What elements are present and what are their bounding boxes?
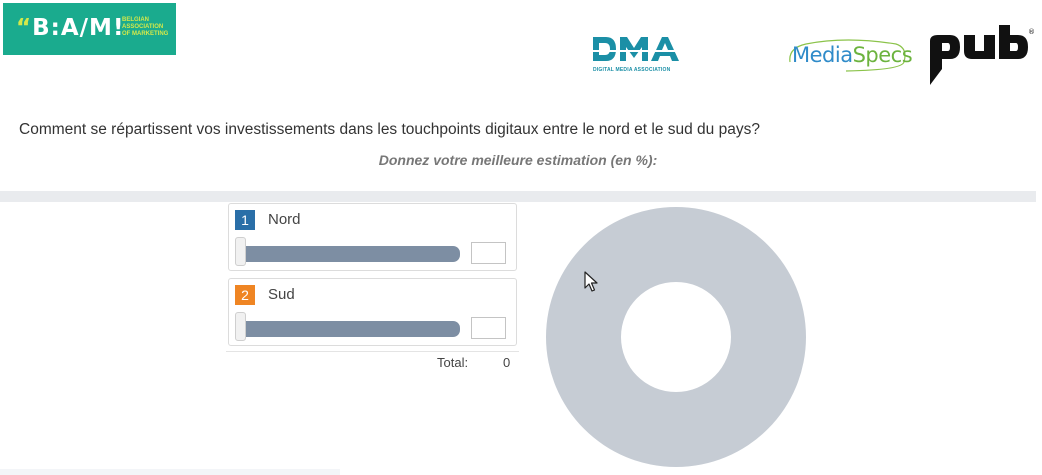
bam-logo-subtitle: BELGIAN ASSOCIATION OF MARKETING bbox=[122, 17, 169, 37]
question-instruction: Donnez votre meilleure estimation (en %)… bbox=[378, 152, 658, 168]
mediaspecs-logo: MediaSpecs bbox=[786, 38, 913, 74]
slider-handle[interactable] bbox=[235, 312, 246, 341]
slider-handle[interactable] bbox=[235, 237, 246, 266]
mediaspecs-swoosh bbox=[789, 39, 906, 72]
bam-logo-mark: “B:A/M! bbox=[16, 15, 125, 41]
slider-track[interactable] bbox=[238, 321, 460, 337]
mediaspecs-specs-text: Specs bbox=[852, 43, 913, 67]
sud-value-input[interactable] bbox=[471, 317, 506, 339]
bam-logo: “B:A/M! BELGIAN ASSOCIATION OF MARKETING bbox=[3, 3, 176, 55]
slider-card-sud: 2 Sud bbox=[228, 278, 517, 346]
dma-logo: DIGITAL MEDIA ASSOCIATION bbox=[590, 34, 680, 76]
pub-logo-registered: ® bbox=[1028, 28, 1035, 36]
slider-label: Sud bbox=[268, 286, 295, 303]
total-divider bbox=[226, 351, 519, 352]
slider-track[interactable] bbox=[238, 246, 460, 262]
pub-logo-mark: ® bbox=[930, 25, 1035, 85]
total-label: Total: bbox=[437, 355, 469, 370]
donut-empty-ring bbox=[546, 207, 806, 467]
pub-logo: ® bbox=[928, 25, 1036, 87]
slider-card-nord: 1 Nord bbox=[228, 203, 517, 271]
item-number-badge: 2 bbox=[235, 285, 255, 305]
section-divider bbox=[0, 191, 1042, 202]
dma-logo-mark bbox=[593, 37, 679, 61]
nord-value-input[interactable] bbox=[471, 242, 506, 264]
total-value: 0 bbox=[503, 355, 511, 370]
mediaspecs-media-text: Media bbox=[792, 43, 853, 67]
item-number-badge: 1 bbox=[235, 210, 255, 230]
slider-label: Nord bbox=[268, 211, 301, 228]
distribution-donut-chart bbox=[546, 207, 806, 467]
mouse-cursor-icon bbox=[584, 271, 598, 292]
dma-logo-subtitle: DIGITAL MEDIA ASSOCIATION bbox=[593, 67, 671, 73]
question-text: Comment se répartissent vos investisseme… bbox=[19, 121, 760, 138]
